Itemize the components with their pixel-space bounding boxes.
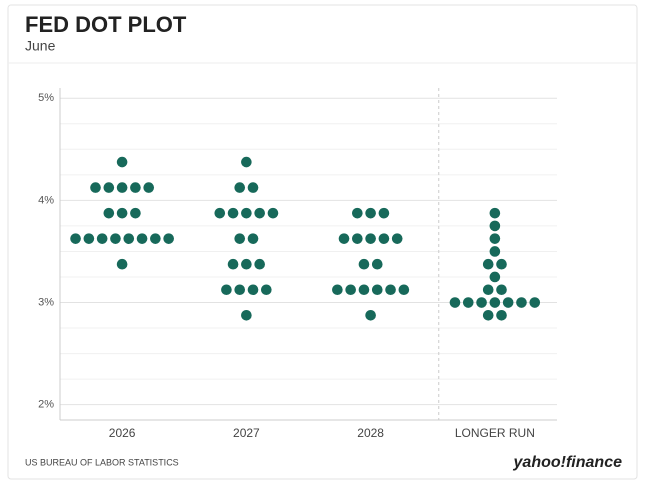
dot: [241, 156, 252, 168]
dot: [241, 207, 252, 219]
dot: [96, 233, 108, 244]
dot: [358, 284, 370, 296]
dot: [398, 284, 410, 296]
dot: [496, 309, 507, 321]
dot: [103, 182, 115, 193]
dot: [352, 233, 363, 244]
dot: [214, 207, 226, 219]
dot: [90, 182, 101, 193]
x-tick-label: 2027: [233, 426, 260, 440]
dot: [234, 284, 246, 296]
dot: [70, 233, 81, 244]
dot: [150, 233, 161, 244]
x-tick-label: LONGER RUN: [455, 426, 535, 440]
dot: [365, 207, 376, 219]
dot: [482, 309, 494, 321]
dot: [482, 284, 494, 296]
y-tick-label: 3%: [38, 296, 54, 308]
dot: [123, 233, 135, 244]
dot: [241, 258, 252, 270]
dot: [116, 182, 128, 193]
x-tick-label: 2028: [357, 426, 384, 440]
dot: [227, 258, 239, 270]
dot: [502, 297, 514, 308]
dot: [227, 207, 239, 219]
dot: [352, 207, 363, 219]
dot: [529, 297, 541, 308]
chart-subtitle: June: [25, 38, 56, 54]
dot: [482, 258, 494, 270]
dot: [267, 207, 279, 219]
dot: [254, 207, 265, 219]
brand-logo: yahoo!finance: [513, 454, 623, 471]
dot: [116, 258, 128, 270]
dot: [489, 220, 501, 232]
dot: [130, 207, 141, 219]
dot: [234, 182, 246, 193]
dot: [247, 233, 259, 244]
dot: [332, 284, 343, 296]
dot: [496, 258, 507, 270]
dot: [143, 182, 155, 193]
dot: [489, 271, 501, 283]
dot: [378, 233, 390, 244]
dot: [345, 284, 356, 296]
dot: [476, 297, 487, 308]
dot: [378, 207, 390, 219]
dot: [358, 258, 370, 270]
chart-title: FED DOT PLOT: [25, 12, 187, 37]
dot: [449, 297, 461, 308]
dot: [338, 233, 350, 244]
x-tick-label: 2026: [109, 426, 136, 440]
dot: [103, 207, 115, 219]
dot: [489, 246, 501, 257]
dot: [365, 309, 376, 321]
dot: [496, 284, 507, 296]
y-tick-label: 4%: [38, 194, 54, 206]
dot: [247, 182, 259, 193]
dot: [516, 297, 527, 308]
dot: [116, 207, 128, 219]
dot: [241, 309, 252, 321]
dot: [110, 233, 121, 244]
source: US BUREAU OF LABOR STATISTICS: [25, 457, 179, 467]
dot: [261, 284, 272, 296]
dot: [391, 233, 403, 244]
dot: [247, 284, 259, 296]
dot: [489, 297, 501, 308]
dot: [234, 233, 246, 244]
y-tick-label: 5%: [38, 92, 54, 104]
dot: [83, 233, 95, 244]
dot: [371, 284, 383, 296]
dot: [163, 233, 174, 244]
dot: [462, 297, 474, 308]
dot: [489, 233, 501, 244]
dot: [365, 233, 376, 244]
dot: [489, 207, 501, 219]
dot: [371, 258, 383, 270]
dot: [130, 182, 141, 193]
dot: [254, 258, 265, 270]
dot: [116, 156, 128, 168]
dot: [221, 284, 232, 296]
dot: [136, 233, 148, 244]
dot: [385, 284, 396, 296]
y-tick-label: 2%: [38, 399, 54, 411]
